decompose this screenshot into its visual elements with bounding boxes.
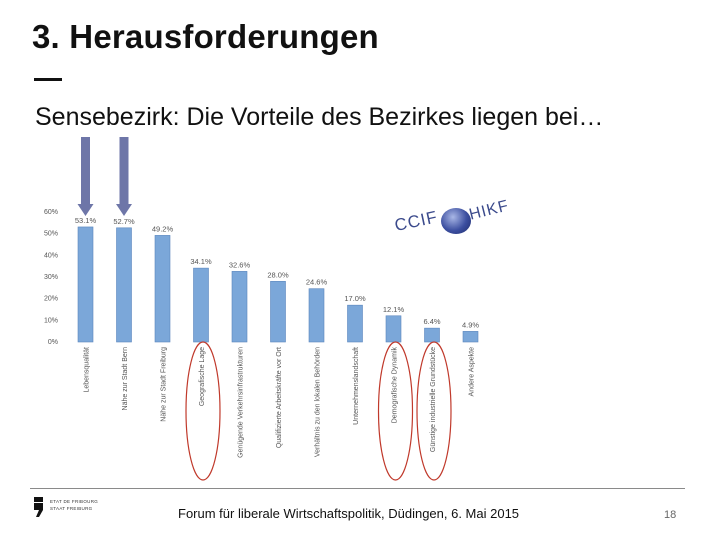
category-label: Günstige industrielle Grundstücke xyxy=(430,347,437,452)
category-label: Demografische Dynamik xyxy=(392,347,399,424)
etat-de-fribourg-logo: ETAT DE FRIBOURG STAAT FREIBURG xyxy=(34,495,114,525)
data-label: 53.1% xyxy=(75,216,97,225)
y-tick-label: 0% xyxy=(48,339,58,346)
slide-subtitle: Sensebezirk: Die Vorteile des Bezirkes l… xyxy=(35,103,604,131)
data-label: 28.0% xyxy=(267,270,289,279)
y-tick-label: 60% xyxy=(44,209,58,216)
category-label: Verhältnis zu den lokalen Behörden xyxy=(315,347,322,457)
bar xyxy=(270,281,286,343)
footer-text: Forum für liberale Wirtschaftspolitik, D… xyxy=(178,506,520,521)
data-label: 17.0% xyxy=(344,294,366,303)
data-label: 24.6% xyxy=(306,278,328,287)
highlight-ellipse xyxy=(377,341,414,481)
bar xyxy=(116,227,132,343)
y-tick-label: 40% xyxy=(44,252,58,259)
category-label: Unternehmenslandschaft xyxy=(353,347,360,425)
data-label: 32.6% xyxy=(229,260,251,269)
data-label: 49.2% xyxy=(152,224,174,233)
data-label: 4.9% xyxy=(462,320,479,329)
page-number: 18 xyxy=(664,509,677,521)
down-arrow-shaft xyxy=(81,137,90,204)
category-label: Genügende Verkehrsinfrastrukturen xyxy=(238,347,245,458)
down-arrow-icon xyxy=(116,204,132,216)
bar xyxy=(347,304,363,343)
etat-line-2: STAAT FREIBURG xyxy=(50,506,93,511)
category-label: Nähe zur Stadt Bern xyxy=(122,347,129,411)
ccif-logo-text: CCIF xyxy=(392,207,440,236)
bar xyxy=(385,315,402,343)
category-label: Lebensqualität xyxy=(84,347,91,393)
ccif-hikf-logo: CCIF HIKF xyxy=(392,197,515,248)
hikf-logo-text: HIKF xyxy=(467,197,511,224)
down-arrow-shaft xyxy=(119,137,129,204)
data-label: 6.4% xyxy=(423,317,440,326)
y-tick-label: 10% xyxy=(44,317,58,324)
bar xyxy=(193,267,209,343)
data-label: 12.1% xyxy=(383,305,405,314)
category-label: Andere Aspekte xyxy=(469,347,476,397)
fribourg-logo-icon xyxy=(34,497,43,517)
bar xyxy=(424,327,440,343)
slide-title: 3. Herausforderungen xyxy=(32,18,379,55)
title-underline xyxy=(34,78,62,81)
category-label: Nähe zur Stadt Freiburg xyxy=(161,347,168,422)
y-tick-label: 20% xyxy=(44,296,58,303)
y-tick-label: 50% xyxy=(44,231,58,238)
bar xyxy=(308,288,325,343)
etat-line-1: ETAT DE FRIBOURG xyxy=(50,499,99,504)
bar xyxy=(77,226,94,343)
bar xyxy=(462,331,479,343)
category-label: Geografische Lage xyxy=(199,347,206,406)
highlight-ellipse xyxy=(185,341,221,481)
bar xyxy=(231,271,248,343)
category-label: Qualifizierte Arbeitskräfte vor Ort xyxy=(276,347,283,448)
y-tick-label: 30% xyxy=(44,274,58,281)
footer-divider xyxy=(30,488,685,489)
highlight-ellipse xyxy=(416,341,452,481)
down-arrow-icon xyxy=(77,204,94,216)
data-label: 52.7% xyxy=(113,217,135,226)
globe-icon xyxy=(441,208,471,234)
bar xyxy=(154,235,171,343)
data-label: 34.1% xyxy=(190,257,212,266)
